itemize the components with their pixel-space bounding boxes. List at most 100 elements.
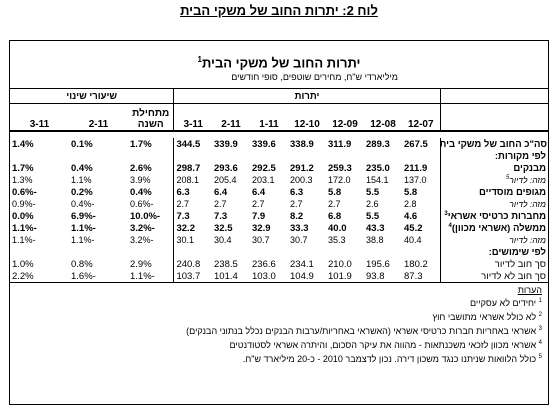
value-cell xyxy=(402,246,440,258)
value-cell: 104.9 xyxy=(288,270,326,284)
column-header: 2-11 xyxy=(212,103,250,133)
note: 1 יחידים לא עסקיים xyxy=(10,298,542,308)
value-cell: 1.0% xyxy=(11,258,34,270)
value-cell: 5.8 xyxy=(404,186,418,198)
note-number: 1 xyxy=(538,298,542,305)
value-cell: 208.1 xyxy=(173,174,212,187)
row-label-cell: לפי שימושים: xyxy=(439,246,548,259)
value-cell: 30.7 xyxy=(252,235,270,246)
value-cell: 2.8 xyxy=(404,199,417,210)
notes-heading: הערות xyxy=(517,285,542,296)
table-row: מזה: לדיור5 137.0 154.1 172.0 200.3 203.1 205.… xyxy=(10,174,548,187)
value-cell: 240.8 xyxy=(173,258,212,271)
row-label-cell: מחברות כרטיסי אשראי3 xyxy=(439,210,548,223)
value-cell: 8.2 xyxy=(290,210,304,222)
note-number: 2 xyxy=(538,312,542,319)
value-cell: 137.0 xyxy=(404,175,427,186)
value-cell xyxy=(69,150,128,162)
corner xyxy=(439,103,548,133)
table-row: לפי מקורות: xyxy=(10,150,548,163)
note: 2 לא כולל אשראי מתושבי חוץ xyxy=(10,312,542,322)
value-cell xyxy=(10,150,69,162)
value-cell: 1.7% xyxy=(11,162,34,174)
value-cell: -1.1% xyxy=(127,270,174,284)
value-cell: 0.1% xyxy=(70,138,93,150)
column-header: 12-08 xyxy=(364,103,402,133)
value-cell: -0.9% xyxy=(11,199,36,210)
row-label-cell: מבנקים xyxy=(439,162,548,175)
value-cell: 5.5 xyxy=(366,186,380,198)
note-number: 5 xyxy=(538,354,542,361)
column-header-row: 12-07 12-08 12-09 12-10 1-11 2-11 3-11 מתחילת ה… xyxy=(9,103,548,133)
row-label: ממשלה (אשראי מכוון) xyxy=(451,222,546,234)
value-cell xyxy=(250,150,288,162)
value-cell: 0.8% xyxy=(70,258,93,270)
value-cell: 32.5 xyxy=(214,222,233,234)
value-cell: 259.3 xyxy=(328,162,352,174)
value-cell: 339.9 xyxy=(214,138,238,150)
value-cell: 2.7 xyxy=(214,199,227,210)
row-label: מחברות כרטיסי אשראי xyxy=(447,210,546,222)
column-header: 1-11 xyxy=(250,103,288,133)
value-cell: 195.6 xyxy=(366,258,390,270)
value-cell: 32.9 xyxy=(252,222,271,234)
note: 3 אשראי באחריות חברות כרטיסי אשראי (האשר… xyxy=(10,326,542,336)
value-cell: 7.3 xyxy=(173,210,212,223)
table-body: סה"כ החוב של משקי בית2267.5289.3311.9338… xyxy=(9,131,548,284)
value-cell: 30.4 xyxy=(214,235,232,246)
column-header: 12-07 xyxy=(402,103,440,133)
value-cell: -1.6% xyxy=(68,270,128,284)
value-cell: 2.7 xyxy=(252,199,265,210)
value-cell: 38.8 xyxy=(366,235,384,246)
table-row: מחברות כרטיסי אשראי3 4.6 5.5 6.8 8.2 7.9 7.3 7.… xyxy=(10,210,548,223)
table-row: לפי שימושים: xyxy=(10,246,548,259)
row-label: סך חוב לדיור xyxy=(494,258,546,270)
table-box: יתרות החוב של משקי הבית1 מיליארדי ש"ח, מ… xyxy=(9,40,549,405)
value-cell: 267.5 xyxy=(404,138,428,150)
note-ref: 3 xyxy=(444,210,448,217)
table-subtitle: מיליארדי ש"ח, מחירים שוטפים, סופי חודשים xyxy=(231,72,398,83)
group-header-row: יתרות שיעורי שינוי xyxy=(9,88,548,105)
row-label: סה"כ החוב של משקי בית xyxy=(440,138,547,150)
value-cell xyxy=(212,150,250,162)
table-title: יתרות החוב של משקי הבית1 xyxy=(10,55,548,70)
value-cell: 0.4% xyxy=(70,162,93,174)
note-text: אשראי מכוון לזכאי משכנתאות - מהווה את עי… xyxy=(229,340,537,351)
note-text: כולל הלוואות שניתנו כנגד משכון דירה. נכו… xyxy=(242,354,537,365)
row-label: מגופים מוסדיים xyxy=(479,186,546,198)
note-text: לא כולל אשראי מתושבי חוץ xyxy=(432,312,537,323)
note-number: 4 xyxy=(538,340,542,347)
value-cell: 180.2 xyxy=(404,258,428,270)
value-cell xyxy=(250,246,288,258)
title-note: 1 xyxy=(197,55,202,64)
value-cell: 210.0 xyxy=(328,258,352,270)
value-cell: -3.2% xyxy=(129,235,154,246)
row-label: מזה: לדיור xyxy=(509,235,546,246)
value-cell: -3.2% xyxy=(129,222,155,234)
note-ref: 5 xyxy=(505,175,510,182)
value-cell xyxy=(364,246,402,258)
value-cell: 2.9% xyxy=(129,258,152,270)
value-cell xyxy=(402,150,440,162)
value-cell: 236.6 xyxy=(252,258,276,270)
value-cell: 7.3 xyxy=(214,210,228,222)
value-cell xyxy=(173,150,212,163)
table-row: מבנקים 211.9 235.0 259.3 291.2 292.5 293.6 298.… xyxy=(10,162,548,175)
table-row: מגופים מוסדיים 5.8 5.5 5.8 6.3 6.4 6.4 6.3 0.4% 0… xyxy=(10,186,548,199)
group-header: יתרות xyxy=(173,88,440,105)
value-cell: -6.9% xyxy=(70,210,96,222)
value-cell: -10.0% xyxy=(129,210,161,222)
value-cell: 338.9 xyxy=(290,138,314,150)
value-cell xyxy=(128,246,174,258)
table-row: מזה: לדיור 2.8 2.6 2.7 2.7 2.7 2.7 2.7 -0.6% -0.4… xyxy=(10,198,548,211)
table-row: סך חוב לדיור 180.2 195.6 210.0 234.1 236.6 238… xyxy=(10,258,548,271)
value-cell: 0.2% xyxy=(70,186,93,198)
value-cell: 32.2 xyxy=(173,222,212,235)
value-cell: 1.3% xyxy=(11,175,33,186)
row-label: סך חוב לא לדיור xyxy=(481,270,546,282)
value-cell: 101.4 xyxy=(212,270,250,284)
value-cell: -1.1% xyxy=(70,222,96,234)
